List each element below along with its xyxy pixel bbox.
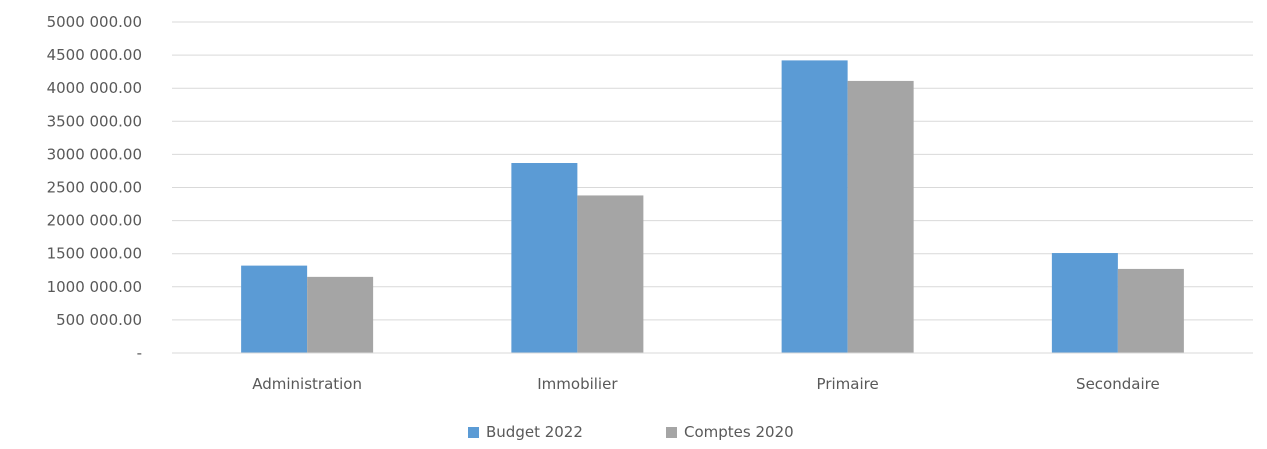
- legend-swatch: [666, 427, 677, 438]
- y-tick-label: 1000 000.00: [47, 278, 142, 296]
- legend: Budget 2022 Comptes 2020: [468, 423, 794, 441]
- x-category-label: Administration: [252, 375, 362, 393]
- legend-swatch: [468, 427, 479, 438]
- bar-comptes-2020: [577, 195, 644, 353]
- x-category-label: Immobilier: [537, 375, 618, 393]
- bar-budget-2022: [1051, 253, 1118, 353]
- y-tick-label: 3000 000.00: [47, 145, 142, 163]
- y-tick-label: 2000 000.00: [47, 212, 142, 230]
- y-tick-label: 2500 000.00: [47, 179, 142, 197]
- x-category-label: Primaire: [817, 375, 879, 393]
- y-axis-tick-labels: - 500 000.00 1000 000.00 1500 000.00 2000 00…: [47, 13, 142, 362]
- y-tick-label: 4500 000.00: [47, 46, 142, 64]
- bar-budget-2022: [241, 265, 308, 353]
- legend-label: Comptes 2020: [684, 423, 794, 441]
- x-category-label: Secondaire: [1076, 375, 1160, 393]
- x-axis-category-labels: Administration Immobilier Primaire Secondai…: [252, 375, 1159, 393]
- y-tick-label: 4000 000.00: [47, 79, 142, 97]
- bar-comptes-2020: [847, 80, 914, 353]
- bar-comptes-2020: [1117, 268, 1184, 353]
- y-tick-label: 1500 000.00: [47, 245, 142, 263]
- y-tick-label: 3500 000.00: [47, 112, 142, 130]
- y-tick-label: 5000 000.00: [47, 13, 142, 31]
- y-tick-label: -: [137, 344, 142, 362]
- bar-budget-2022: [511, 163, 578, 353]
- y-tick-label: 500 000.00: [56, 311, 142, 329]
- bar-comptes-2020: [307, 276, 374, 353]
- bar-budget-2022: [781, 60, 848, 354]
- bars: [241, 60, 1184, 354]
- legend-label: Budget 2022: [486, 423, 583, 441]
